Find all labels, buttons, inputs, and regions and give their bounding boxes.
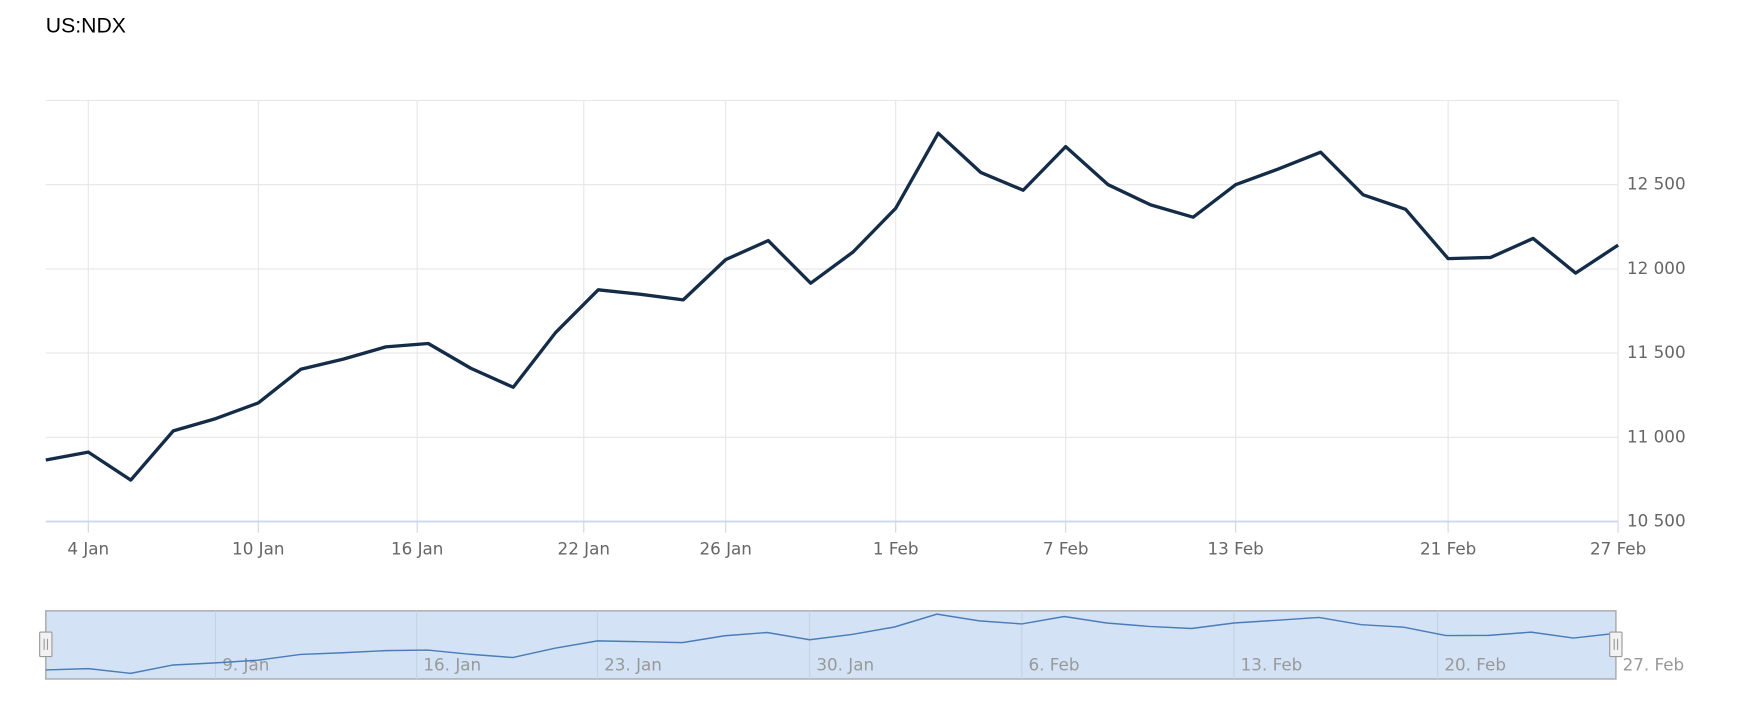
x-tick-label: 10 Jan xyxy=(232,538,284,558)
navigator-tick-label: 23. Jan xyxy=(604,655,662,675)
navigator: 9. Jan 16. Jan 23. Jan 30. Jan 6. Feb 13. Feb… xyxy=(39,609,1685,680)
x-tick-label: 1 Feb xyxy=(873,538,919,558)
y-tick-label: 11 500 xyxy=(1627,342,1686,362)
y-tick-label: 11 000 xyxy=(1627,426,1686,446)
navigator-tick-label: 30. Jan xyxy=(816,655,874,675)
navigator-tick-label: 9. Jan xyxy=(222,655,269,675)
x-tick-label: 26 Jan xyxy=(699,538,751,558)
x-tick-label: 22 Jan xyxy=(558,538,610,558)
y-tick-label: 12 500 xyxy=(1627,174,1686,194)
navigator-tick-label: 20. Feb xyxy=(1444,655,1506,675)
x-tick-label: 21 Feb xyxy=(1420,538,1476,558)
y-tick-label: 10 500 xyxy=(1627,510,1686,530)
x-tick-label: 27 Feb xyxy=(1590,538,1646,558)
x-tick-label: 7 Feb xyxy=(1043,538,1089,558)
navigator-line xyxy=(45,613,1616,675)
navigator-tick-label: 6. Feb xyxy=(1028,655,1079,675)
navigator-tick-label: 16. Jan xyxy=(423,655,481,675)
chart-title: US:NDX xyxy=(46,14,126,37)
grid: 10 500 11 000 11 500 12 000 12 500 4 Jan 10 Ja… xyxy=(45,99,1686,558)
x-tick-label: 16 Jan xyxy=(391,538,443,558)
y-tick-label: 12 000 xyxy=(1627,258,1686,278)
x-tick-label: 4 Jan xyxy=(67,538,109,558)
navigator-handle xyxy=(39,631,53,658)
navigator-tick-label: 27. Feb xyxy=(1623,655,1685,675)
x-tick-label: 13 Feb xyxy=(1207,538,1263,558)
navigator-tick-label: 13. Feb xyxy=(1241,655,1303,675)
navigator-mask xyxy=(44,609,1617,680)
price-line xyxy=(45,131,1620,482)
plot xyxy=(45,131,1620,482)
navigator-handle xyxy=(1609,631,1623,658)
